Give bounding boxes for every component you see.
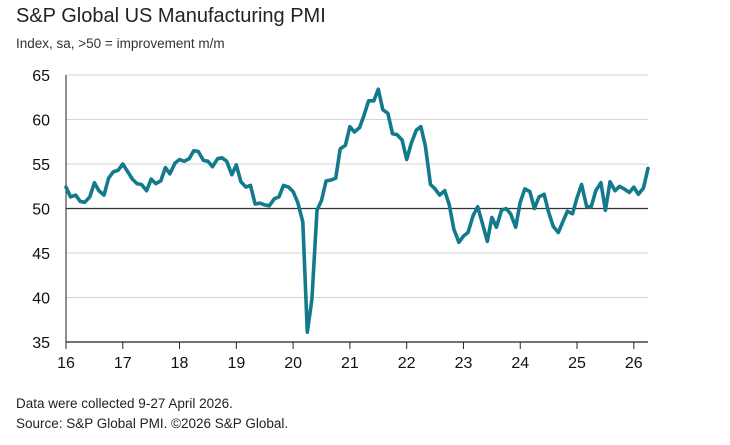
pmi-line-chart: 35 40 45 50 55 60 65 16 17 18 19 20 21 22 23 24 25 26 bbox=[32, 68, 650, 372]
chart-title: S&P Global US Manufacturing PMI bbox=[16, 5, 326, 27]
y-tick-label-60: 60 bbox=[32, 113, 50, 130]
source-note: Source: S&P Global PMI. ©2026 S&P Global… bbox=[16, 416, 289, 431]
x-tick-label-23: 23 bbox=[455, 355, 473, 372]
series-line-0 bbox=[64, 87, 650, 335]
y-tick-label-65: 65 bbox=[32, 68, 50, 85]
y-tick-label-40: 40 bbox=[32, 291, 50, 308]
x-tick-label-19: 19 bbox=[227, 355, 245, 372]
x-tick-label-20: 20 bbox=[284, 355, 302, 372]
chart-subtitle: Index, sa, >50 = improvement m/m bbox=[16, 36, 225, 51]
y-tick-label-50: 50 bbox=[32, 202, 50, 219]
x-tick-label-21: 21 bbox=[341, 355, 359, 372]
x-tick-label-25: 25 bbox=[568, 355, 586, 372]
x-tick-label-26: 26 bbox=[625, 355, 643, 372]
y-tick-label-45: 45 bbox=[32, 246, 50, 263]
data-collection-note: Data were collected 9-27 April 2026. bbox=[16, 396, 233, 411]
x-tick-label-17: 17 bbox=[114, 355, 132, 372]
grid-lines bbox=[66, 74, 648, 298]
x-tick-label-22: 22 bbox=[398, 355, 416, 372]
x-tick-label-24: 24 bbox=[511, 355, 529, 372]
y-tick-label-55: 55 bbox=[32, 157, 50, 174]
x-tick-label-16: 16 bbox=[57, 355, 75, 372]
y-axis: 35 40 45 50 55 60 65 bbox=[32, 68, 67, 352]
y-tick-label-35: 35 bbox=[32, 335, 50, 352]
x-axis: 16 17 18 19 20 21 22 23 24 25 26 bbox=[57, 341, 648, 372]
x-tick-label-18: 18 bbox=[171, 355, 189, 372]
series-layer bbox=[64, 87, 650, 335]
